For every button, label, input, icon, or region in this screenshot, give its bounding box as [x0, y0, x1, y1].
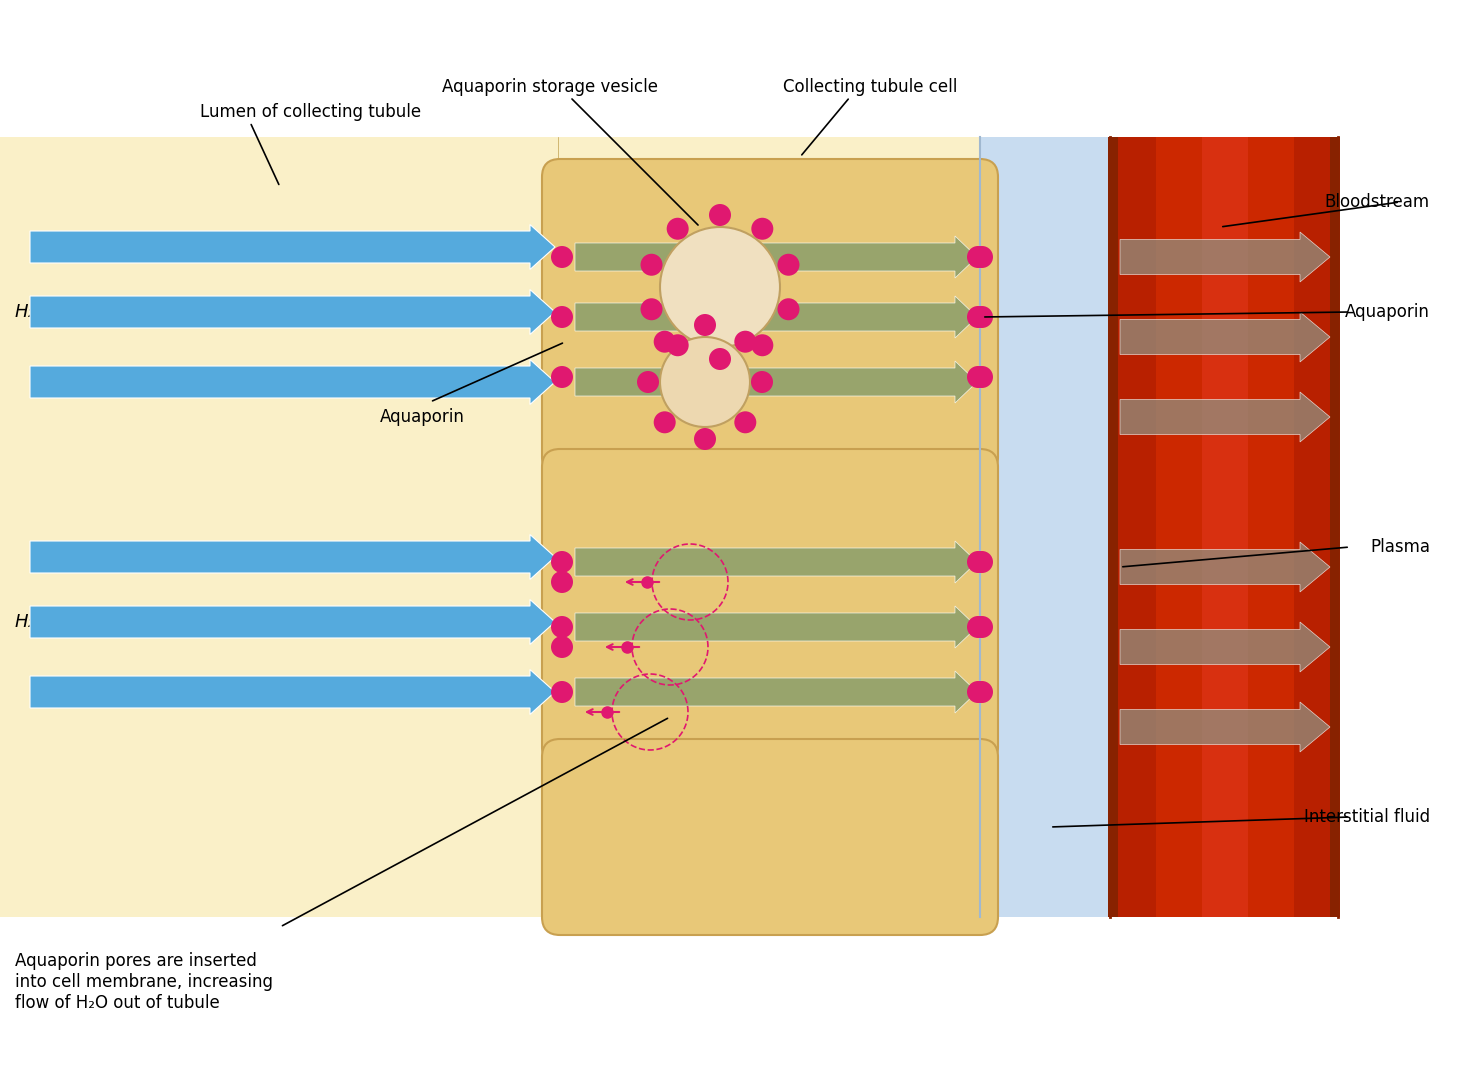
Circle shape — [550, 681, 572, 703]
Circle shape — [550, 366, 572, 388]
Circle shape — [660, 337, 750, 427]
Bar — [1329, 137, 1338, 917]
Circle shape — [971, 246, 993, 268]
FancyArrow shape — [29, 669, 555, 715]
Circle shape — [666, 218, 688, 240]
Circle shape — [694, 428, 716, 450]
Bar — [1294, 137, 1340, 917]
FancyArrow shape — [1120, 232, 1329, 282]
Bar — [1247, 137, 1294, 917]
Text: H₂O: H₂O — [15, 303, 50, 321]
Circle shape — [751, 334, 773, 356]
FancyArrow shape — [575, 361, 976, 403]
Bar — [1110, 137, 1118, 917]
FancyBboxPatch shape — [542, 159, 998, 475]
FancyArrow shape — [29, 224, 555, 270]
Bar — [1110, 137, 1157, 917]
Text: Collecting tubule cell: Collecting tubule cell — [783, 78, 957, 96]
Circle shape — [971, 366, 993, 388]
Circle shape — [550, 636, 572, 658]
Circle shape — [641, 254, 663, 275]
Bar — [1110, 137, 1340, 917]
Circle shape — [968, 246, 990, 268]
Text: Aquaporin: Aquaporin — [1345, 303, 1430, 321]
Circle shape — [971, 551, 993, 573]
Text: Aquaporin: Aquaporin — [381, 408, 466, 426]
Text: Plasma: Plasma — [1370, 538, 1430, 556]
Text: Aquaporin pores are inserted
into cell membrane, increasing
flow of H₂O out of t: Aquaporin pores are inserted into cell m… — [15, 952, 272, 1012]
Text: Lumen of collecting tubule: Lumen of collecting tubule — [201, 103, 422, 121]
Circle shape — [660, 227, 780, 347]
FancyBboxPatch shape — [542, 449, 998, 765]
Circle shape — [694, 314, 716, 336]
FancyArrow shape — [29, 535, 555, 579]
FancyArrow shape — [575, 606, 976, 648]
Circle shape — [971, 306, 993, 328]
FancyArrow shape — [1120, 622, 1329, 672]
Circle shape — [968, 366, 990, 388]
Bar — [1202, 137, 1247, 917]
Circle shape — [968, 306, 990, 328]
Circle shape — [751, 371, 773, 393]
FancyArrow shape — [1120, 312, 1329, 362]
Circle shape — [654, 331, 676, 353]
FancyArrow shape — [1120, 392, 1329, 442]
Bar — [979, 137, 1110, 917]
Circle shape — [550, 616, 572, 638]
Circle shape — [709, 348, 731, 370]
Circle shape — [641, 299, 663, 320]
FancyArrow shape — [575, 541, 976, 583]
Circle shape — [968, 616, 990, 638]
Circle shape — [968, 681, 990, 703]
Circle shape — [751, 218, 773, 240]
Text: Bloodstream: Bloodstream — [1325, 193, 1430, 211]
Circle shape — [550, 246, 572, 268]
Circle shape — [971, 681, 993, 703]
Circle shape — [735, 411, 757, 433]
Circle shape — [550, 306, 572, 328]
Circle shape — [777, 299, 799, 320]
FancyArrow shape — [575, 671, 976, 713]
Circle shape — [777, 254, 799, 275]
Circle shape — [550, 551, 572, 573]
FancyBboxPatch shape — [0, 137, 979, 917]
FancyArrow shape — [29, 600, 555, 644]
FancyBboxPatch shape — [542, 739, 998, 935]
Bar — [1157, 137, 1202, 917]
Circle shape — [654, 411, 676, 433]
FancyArrow shape — [575, 296, 976, 338]
Text: H₂O: H₂O — [15, 614, 50, 631]
FancyArrow shape — [29, 360, 555, 404]
Circle shape — [971, 616, 993, 638]
Circle shape — [550, 571, 572, 593]
Circle shape — [637, 371, 659, 393]
Circle shape — [735, 331, 757, 353]
FancyArrow shape — [29, 289, 555, 334]
FancyArrow shape — [1120, 542, 1329, 592]
Circle shape — [709, 204, 731, 226]
Text: Aquaporin storage vesicle: Aquaporin storage vesicle — [442, 78, 657, 96]
Circle shape — [968, 551, 990, 573]
Text: Interstitial fluid: Interstitial fluid — [1304, 808, 1430, 826]
Circle shape — [666, 334, 688, 356]
FancyArrow shape — [1120, 702, 1329, 752]
FancyArrow shape — [575, 236, 976, 278]
Bar — [1108, 137, 1114, 917]
